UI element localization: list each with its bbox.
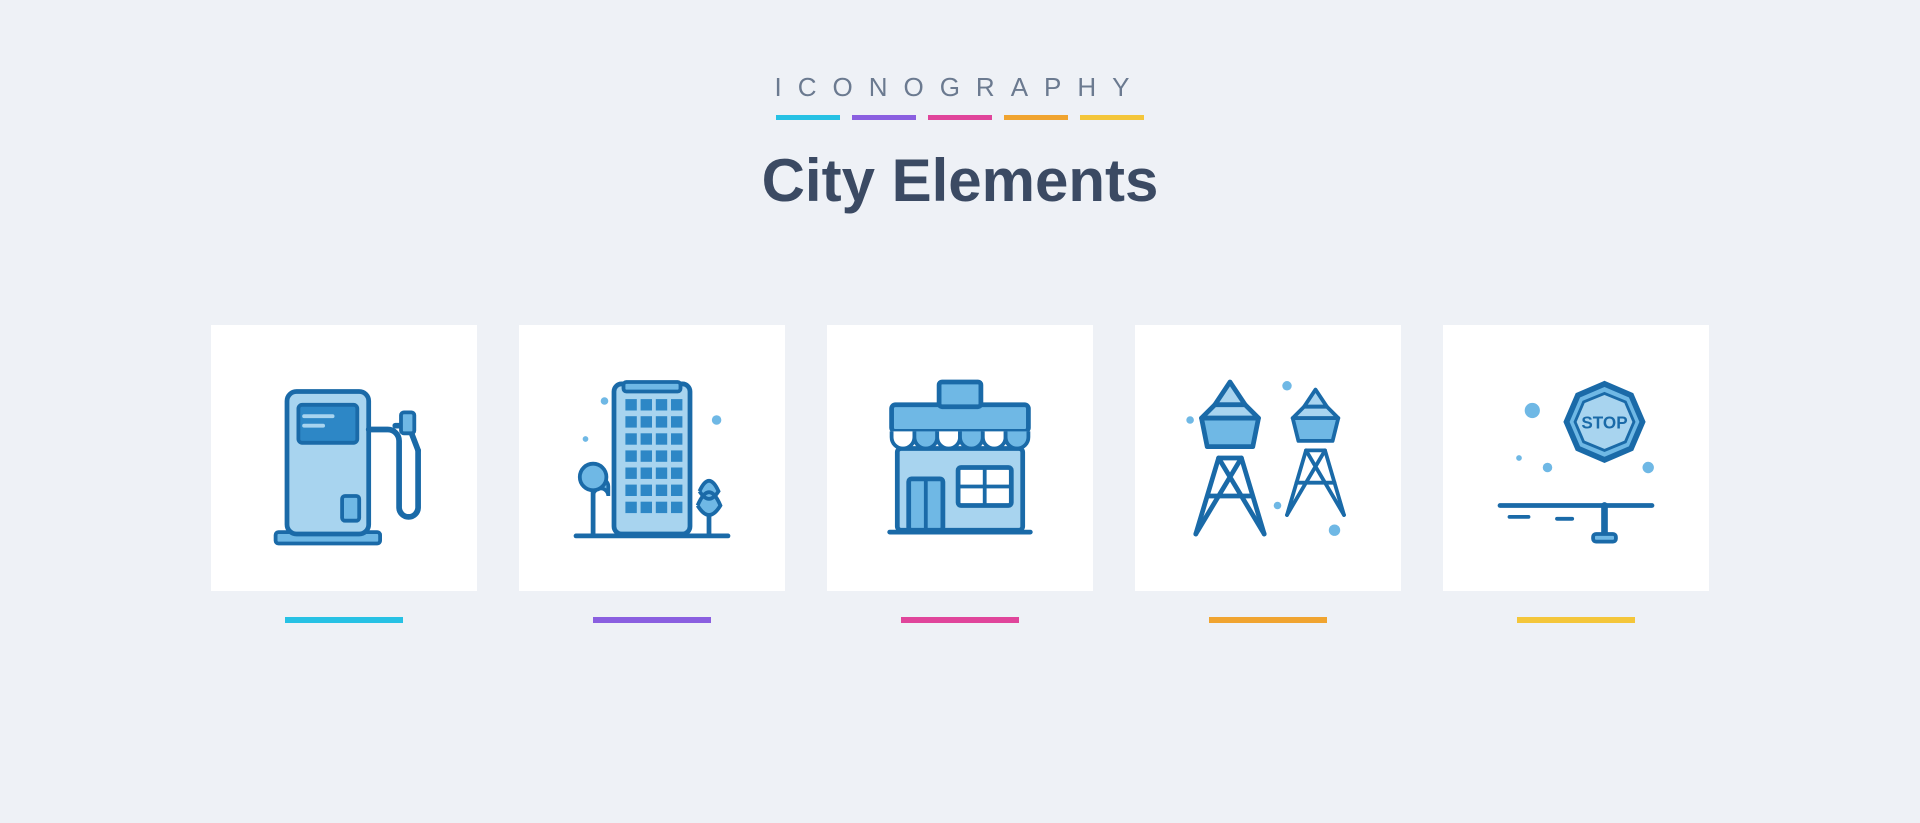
icon-tile [519, 325, 785, 591]
building-icon [557, 363, 747, 553]
power-tower-icon [1173, 363, 1363, 553]
icon-card: STOP [1443, 325, 1709, 623]
card-accent-bar [1209, 617, 1327, 623]
stop-sign-icon: STOP [1481, 363, 1671, 553]
accent-bar [928, 115, 992, 120]
header: ICONOGRAPHY City Elements [762, 72, 1159, 215]
icon-tile [1135, 325, 1401, 591]
icon-tile: STOP [1443, 325, 1709, 591]
card-accent-bar [901, 617, 1019, 623]
accent-bar [852, 115, 916, 120]
page-title: City Elements [762, 146, 1159, 215]
store-icon [865, 363, 1055, 553]
icon-card [519, 325, 785, 623]
stop-sign-text: STOP [1581, 414, 1627, 433]
icon-card [1135, 325, 1401, 623]
accent-bar [776, 115, 840, 120]
accent-bar [1004, 115, 1068, 120]
icon-card [827, 325, 1093, 623]
icons-row: STOP [211, 325, 1709, 623]
card-accent-bar [285, 617, 403, 623]
card-accent-bar [1517, 617, 1635, 623]
icon-tile [211, 325, 477, 591]
accent-bar [1080, 115, 1144, 120]
brand-underline [762, 115, 1159, 120]
card-accent-bar [593, 617, 711, 623]
icon-tile [827, 325, 1093, 591]
brand-label: ICONOGRAPHY [762, 72, 1159, 103]
gas-pump-icon [249, 363, 439, 553]
icon-card [211, 325, 477, 623]
